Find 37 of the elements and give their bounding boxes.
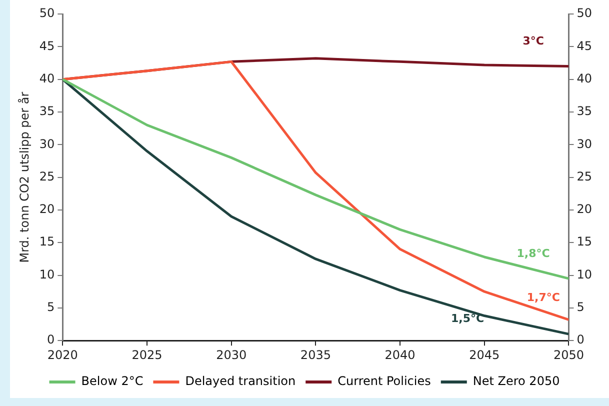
y2-tick-label: 0 bbox=[576, 332, 584, 347]
y-tick-label: 30 bbox=[39, 136, 55, 151]
y-tick-label: 45 bbox=[39, 38, 55, 53]
y-tick-label: 20 bbox=[39, 202, 55, 216]
x-tick-label: 2045 bbox=[469, 348, 500, 362]
legend-label: Below 2°C bbox=[81, 374, 144, 388]
y-tick-label: 10 bbox=[39, 267, 55, 282]
legend-label: Current Policies bbox=[338, 374, 431, 388]
annotation: 1,8°C bbox=[516, 246, 550, 260]
y-tick-label: 25 bbox=[39, 169, 55, 184]
x-tick-label: 2050 bbox=[553, 348, 584, 362]
legend-label: Delayed transition bbox=[185, 374, 296, 388]
y2-tick-label: 35 bbox=[576, 104, 592, 118]
y2-tick-label: 45 bbox=[576, 38, 592, 53]
y-tick-label: 5 bbox=[47, 300, 55, 314]
y2-tick-label: 10 bbox=[576, 267, 592, 282]
y2-tick-label: 50 bbox=[576, 6, 592, 20]
y2-tick-label: 40 bbox=[576, 71, 592, 86]
x-tick-label: 2040 bbox=[384, 348, 416, 362]
annotation: 3°C bbox=[522, 34, 544, 48]
y2-tick-label: 30 bbox=[576, 136, 592, 151]
y2-tick-label: 15 bbox=[576, 234, 592, 249]
x-tick-label: 2020 bbox=[47, 348, 78, 362]
y-tick-label: 50 bbox=[39, 6, 55, 20]
y-tick-label: 15 bbox=[39, 234, 55, 249]
y-axis-title: Mrd. tonn CO2 utslipp per år bbox=[17, 92, 32, 263]
y2-tick-label: 25 bbox=[576, 169, 592, 184]
annotation: 1,7°C bbox=[526, 291, 560, 304]
y2-tick-label: 5 bbox=[576, 300, 584, 314]
legend-label: Net Zero 2050 bbox=[472, 374, 560, 388]
x-tick-label: 2035 bbox=[300, 348, 331, 362]
x-tick-label: 2030 bbox=[216, 348, 247, 362]
y-tick-label: 0 bbox=[47, 332, 55, 347]
y-tick-label: 35 bbox=[39, 104, 55, 118]
x-tick-label: 2025 bbox=[132, 348, 162, 362]
y2-tick-label: 20 bbox=[576, 202, 592, 216]
y-tick-label: 40 bbox=[39, 71, 55, 86]
